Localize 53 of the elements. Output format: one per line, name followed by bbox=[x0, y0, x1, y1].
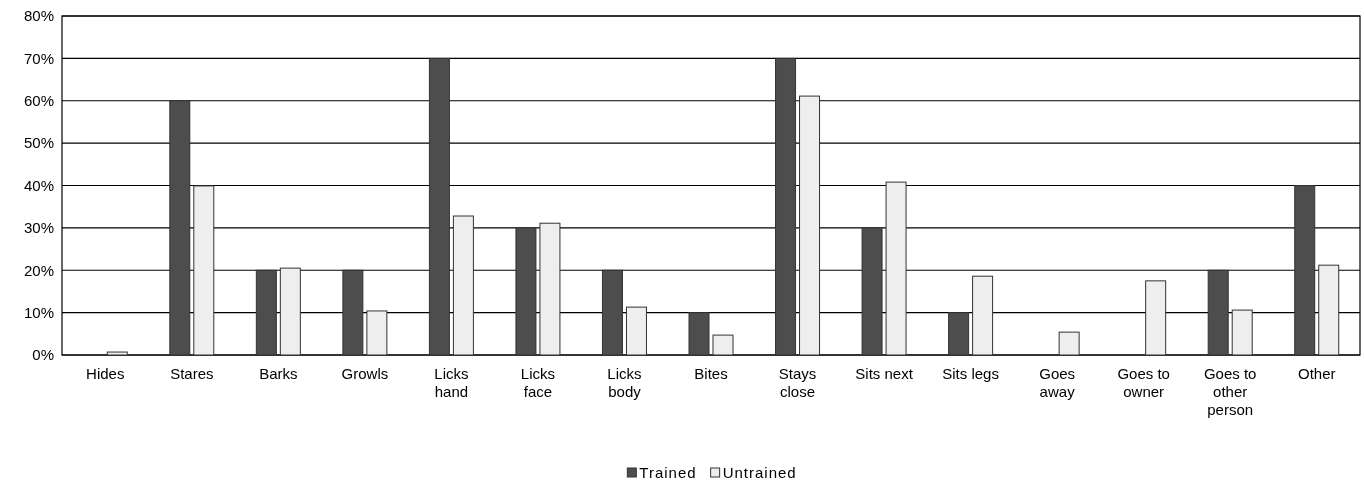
y-tick-label: 0% bbox=[32, 346, 54, 364]
bar bbox=[972, 275, 994, 356]
bar bbox=[948, 312, 970, 356]
y-tick-label: 60% bbox=[23, 92, 54, 110]
x-tick-label: Stays close bbox=[778, 365, 817, 400]
bar bbox=[515, 227, 537, 356]
x-tick-label: Growls bbox=[341, 365, 389, 382]
bar bbox=[775, 57, 797, 356]
x-tick-label: Bites bbox=[694, 365, 728, 382]
bar bbox=[1058, 331, 1080, 356]
bar bbox=[601, 269, 623, 356]
x-tick-label: Licks body bbox=[607, 365, 642, 400]
bar bbox=[1231, 309, 1253, 356]
x-tick-label: Stares bbox=[170, 365, 214, 382]
bar bbox=[539, 222, 561, 356]
y-tick-label: 70% bbox=[23, 49, 54, 67]
bar bbox=[452, 215, 474, 356]
x-tick-label: Licks hand bbox=[434, 365, 469, 400]
bar bbox=[428, 57, 450, 356]
x-tick-label: Other bbox=[1297, 365, 1336, 382]
y-tick-label: 10% bbox=[23, 303, 54, 321]
x-tick-label: Goes away bbox=[1039, 365, 1076, 400]
bar bbox=[193, 185, 215, 356]
bar bbox=[799, 95, 821, 356]
bar bbox=[342, 269, 364, 356]
y-tick-label: 40% bbox=[23, 176, 54, 194]
bar bbox=[885, 181, 907, 356]
bar bbox=[688, 312, 710, 356]
x-tick-label: Sits next bbox=[855, 365, 914, 382]
bar bbox=[1207, 269, 1229, 356]
bar bbox=[255, 269, 277, 356]
y-tick-label: 20% bbox=[23, 261, 54, 279]
y-tick-label: 30% bbox=[23, 219, 54, 237]
x-tick-label: Licks face bbox=[520, 365, 556, 400]
x-tick-label: Goes to other person bbox=[1203, 365, 1257, 418]
x-tick-label: Hides bbox=[86, 365, 125, 382]
x-tick-label: Barks bbox=[259, 365, 298, 382]
bar bbox=[625, 306, 647, 356]
bar bbox=[169, 100, 191, 356]
bar bbox=[712, 334, 734, 356]
y-tick-label: 50% bbox=[23, 134, 54, 152]
x-tick-label: Sits legs bbox=[942, 365, 999, 382]
bar bbox=[1145, 280, 1167, 356]
legend-label: Trained bbox=[639, 464, 697, 481]
y-tick-label: 80% bbox=[23, 7, 54, 25]
bar bbox=[1318, 264, 1340, 356]
legend-label: Untrained bbox=[722, 464, 797, 481]
bar bbox=[279, 267, 301, 356]
x-tick-label: Goes to owner bbox=[1117, 365, 1170, 400]
bar bbox=[106, 351, 128, 356]
bar bbox=[861, 227, 883, 356]
bar bbox=[1294, 185, 1316, 356]
bar bbox=[366, 310, 388, 356]
